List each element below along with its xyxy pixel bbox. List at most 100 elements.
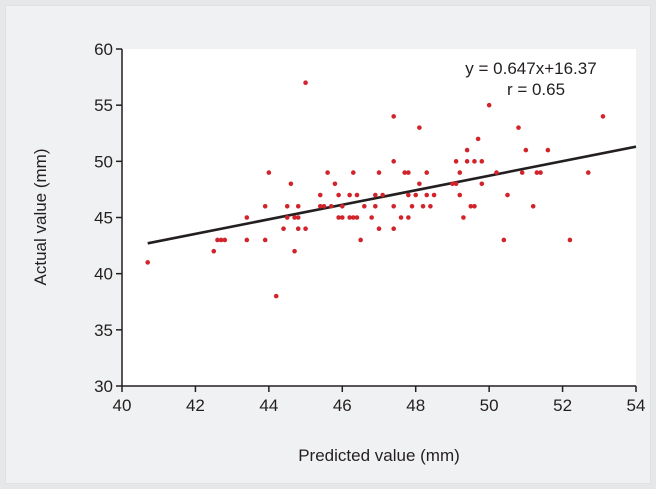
data-point — [472, 159, 477, 164]
data-point — [145, 260, 150, 265]
data-point — [354, 192, 360, 198]
y-tick-label: 60 — [94, 40, 113, 59]
plot-area — [122, 49, 636, 386]
data-point — [479, 181, 485, 187]
data-point — [545, 147, 551, 153]
data-point — [461, 215, 466, 220]
tick-labels-layer: 40 42 44 46 48 50 52 54 30 35 40 45 50 55 60 — [94, 40, 645, 415]
data-point — [417, 181, 422, 187]
data-point — [373, 192, 378, 198]
data-point — [281, 226, 286, 232]
data-point — [391, 203, 396, 209]
data-point — [420, 203, 426, 209]
data-point — [391, 114, 396, 119]
regression-layer — [147, 145, 637, 245]
x-axis-label: Predicted value (mm) — [298, 446, 460, 465]
data-point — [428, 203, 433, 209]
data-point — [453, 159, 459, 164]
data-point — [398, 215, 404, 220]
x-tick-label: 50 — [480, 396, 499, 415]
data-point — [505, 192, 510, 198]
data-point — [354, 215, 360, 220]
data-point — [325, 170, 330, 175]
x-tick-label: 40 — [113, 396, 132, 415]
data-point — [409, 203, 415, 209]
figure-panel: 40 42 44 46 48 50 52 54 30 35 40 45 50 55 60 y = 0.647… — [5, 5, 651, 484]
data-point — [262, 203, 268, 209]
data-point — [295, 226, 301, 232]
data-point — [351, 170, 356, 175]
data-point — [530, 203, 536, 209]
data-point — [284, 203, 290, 209]
data-point — [222, 237, 228, 243]
data-point — [351, 215, 356, 220]
y-tick-label: 45 — [94, 209, 113, 228]
data-point — [376, 170, 382, 175]
x-tick-label: 52 — [553, 396, 572, 415]
data-point — [457, 192, 463, 198]
data-point — [406, 192, 411, 198]
data-point — [339, 203, 345, 209]
x-tick-label: 48 — [406, 396, 425, 415]
data-point — [303, 80, 308, 85]
data-point — [464, 159, 470, 164]
data-point — [328, 203, 334, 209]
data-point — [295, 215, 301, 220]
x-tick-label: 46 — [333, 396, 352, 415]
data-point — [295, 203, 301, 209]
data-point — [244, 215, 250, 220]
data-point — [369, 215, 374, 220]
data-point — [347, 215, 352, 220]
data-point — [303, 226, 308, 232]
data-point — [538, 170, 543, 175]
data-point — [431, 192, 437, 198]
data-point — [424, 192, 430, 198]
data-point — [362, 203, 367, 209]
axes-layer — [116, 48, 637, 392]
data-point — [424, 170, 430, 175]
y-tick-label: 50 — [94, 152, 113, 171]
data-point — [273, 293, 279, 299]
scatter-chart: 40 42 44 46 48 50 52 54 30 35 40 45 50 55 60 y = 0.647… — [31, 40, 645, 465]
regression-equation-annotation: y = 0.647x+16.37 — [465, 59, 596, 78]
x-tick-label: 54 — [627, 396, 646, 415]
data-point — [336, 192, 341, 198]
data-point — [266, 170, 272, 175]
data-point — [380, 192, 385, 198]
data-point — [336, 215, 341, 220]
data-point — [332, 181, 338, 187]
data-point — [244, 237, 250, 243]
data-point — [523, 147, 529, 153]
data-point — [211, 248, 217, 254]
data-point — [391, 159, 396, 164]
data-point — [468, 203, 474, 209]
data-point — [585, 170, 591, 175]
data-point — [391, 226, 396, 232]
x-tick-label: 44 — [259, 396, 278, 415]
data-point — [475, 136, 481, 142]
data-point — [464, 147, 470, 153]
data-point — [600, 114, 606, 119]
data-point — [450, 181, 455, 187]
data-point — [519, 170, 525, 175]
data-point — [215, 237, 220, 243]
data-point — [218, 237, 224, 243]
data-point — [317, 203, 323, 209]
y-tick-label: 55 — [94, 96, 113, 115]
data-point — [534, 170, 540, 175]
data-point — [321, 203, 327, 209]
data-point — [292, 248, 297, 254]
data-point — [317, 192, 323, 198]
data-point — [262, 237, 268, 243]
data-point — [406, 170, 411, 175]
data-point — [347, 192, 352, 198]
regression-line — [147, 145, 637, 245]
data-point — [413, 192, 419, 198]
data-point — [472, 203, 477, 209]
data-point — [402, 170, 408, 175]
data-point — [288, 181, 294, 187]
data-point — [501, 237, 507, 243]
data-point — [292, 215, 297, 220]
data-point — [567, 237, 573, 243]
data-point — [373, 203, 378, 209]
